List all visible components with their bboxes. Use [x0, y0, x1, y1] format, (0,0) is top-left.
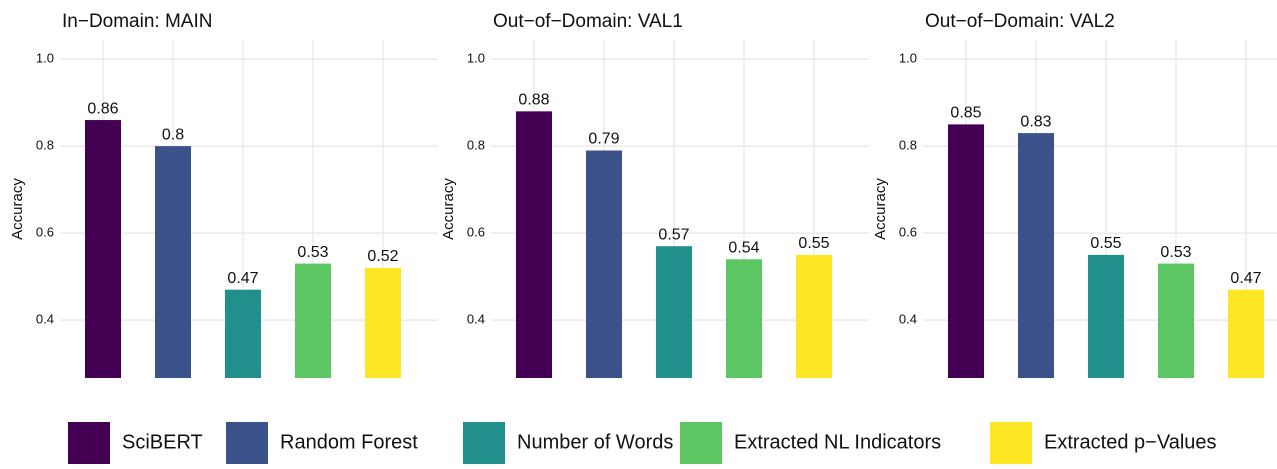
value-label: 0.53: [1160, 244, 1191, 261]
panel-title: In−Domain: MAIN: [62, 11, 212, 32]
bar: [1018, 133, 1054, 378]
bar: [225, 289, 261, 378]
bar: [726, 259, 762, 378]
legend-swatch: [463, 422, 505, 464]
bar: [656, 246, 692, 378]
bar: [948, 124, 984, 378]
value-label: 0.55: [1090, 235, 1121, 252]
y-tick-label: 0.6: [899, 225, 917, 240]
y-tick-label: 0.4: [467, 312, 485, 327]
value-label: 0.47: [1230, 270, 1261, 287]
bar: [365, 267, 401, 378]
value-label: 0.86: [87, 100, 118, 117]
bar: [85, 120, 121, 378]
y-tick-label: 0.8: [467, 138, 485, 153]
bar: [796, 254, 832, 378]
legend-label: SciBERT: [122, 431, 203, 453]
y-axis-label: Accuracy: [9, 178, 26, 240]
value-label: 0.54: [728, 239, 759, 256]
y-tick-label: 0.6: [467, 225, 485, 240]
value-label: 0.52: [367, 248, 398, 265]
bar: [295, 263, 331, 378]
bar: [1088, 254, 1124, 378]
value-label: 0.83: [1020, 113, 1051, 130]
value-label: 0.8: [162, 126, 184, 143]
y-tick-label: 1.0: [899, 51, 917, 66]
panel-title: Out−of−Domain: VAL2: [925, 11, 1115, 32]
legend-label: Extracted NL Indicators: [734, 431, 941, 453]
y-tick-label: 0.4: [36, 312, 54, 327]
legend-swatch: [68, 422, 110, 464]
value-label: 0.55: [798, 235, 829, 252]
y-axis-label: Accuracy: [872, 178, 889, 240]
y-axis-label: Accuracy: [440, 178, 457, 240]
legend-label: Random Forest: [280, 431, 418, 453]
value-label: 0.79: [588, 131, 619, 148]
legend-swatch: [680, 422, 722, 464]
legend-label: Extracted p−Values: [1044, 431, 1217, 453]
value-label: 0.88: [518, 92, 549, 109]
legend-swatch: [226, 422, 268, 464]
value-label: 0.57: [658, 226, 689, 243]
bar: [155, 146, 191, 378]
bar: [516, 111, 552, 378]
panel-title: Out−of−Domain: VAL1: [493, 11, 683, 32]
bar: [1228, 289, 1264, 378]
value-label: 0.85: [950, 105, 981, 122]
legend-label: Number of Words: [517, 431, 673, 453]
y-tick-label: 0.6: [36, 225, 54, 240]
y-tick-label: 0.8: [36, 138, 54, 153]
value-label: 0.53: [297, 244, 328, 261]
y-tick-label: 0.4: [899, 312, 917, 327]
y-tick-label: 0.8: [899, 138, 917, 153]
value-label: 0.47: [227, 270, 258, 287]
bar: [1158, 263, 1194, 378]
bar: [586, 150, 622, 378]
y-tick-label: 1.0: [36, 51, 54, 66]
y-tick-label: 1.0: [467, 51, 485, 66]
legend-swatch: [990, 422, 1032, 464]
